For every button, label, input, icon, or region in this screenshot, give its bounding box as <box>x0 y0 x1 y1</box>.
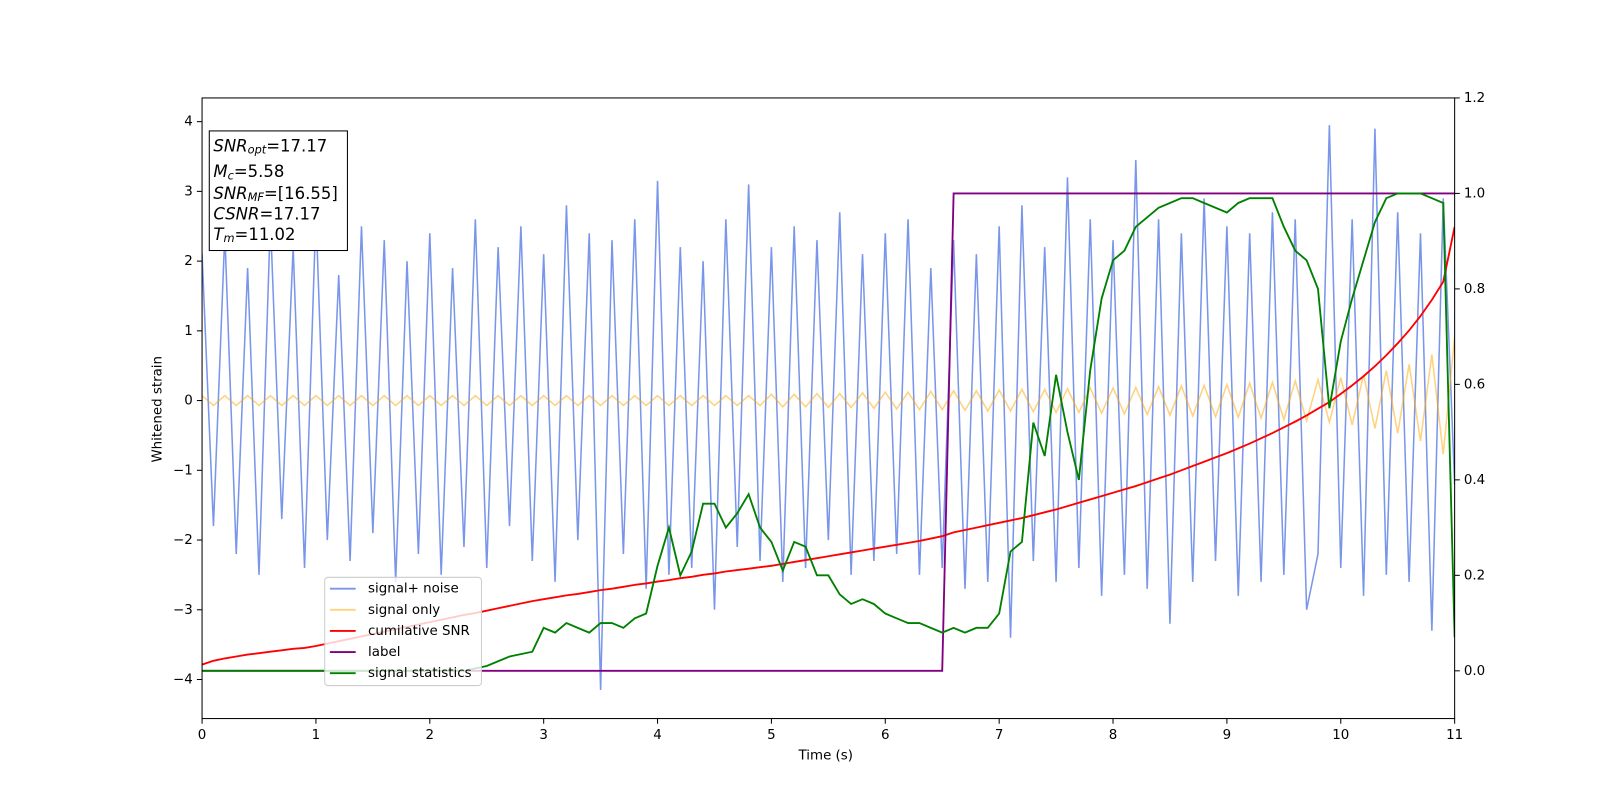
y-tick-label: −4 <box>173 673 193 688</box>
y-axis-label: Whitened strain <box>151 356 166 463</box>
series-line <box>202 125 1455 690</box>
y-tick-label: 2 <box>184 254 193 269</box>
legend-label: signal+ noise <box>368 582 459 597</box>
annotation-text: =11.02 <box>235 225 296 244</box>
annotation-symbol: CSNR <box>213 204 259 223</box>
y-tick-label: −3 <box>173 603 193 618</box>
y-tick-label: 1 <box>184 324 193 339</box>
x-tick-label: 10 <box>1332 728 1349 743</box>
x-tick-label: 3 <box>539 728 548 743</box>
annotation-subscript: m <box>223 231 234 245</box>
x-tick-label: 8 <box>1109 728 1118 743</box>
y2-tick-label: 0.6 <box>1464 377 1485 392</box>
annotation-symbol: SNR <box>213 136 247 155</box>
annotation-subscript: opt <box>248 143 267 157</box>
annotation: CSNR=17.17 <box>213 204 320 223</box>
annotation: SNRopt=17.17 <box>213 136 327 157</box>
annotation-symbol: M <box>213 162 227 181</box>
legend-label: signal statistics <box>368 666 472 681</box>
annotation-text: =17.17 <box>266 136 327 155</box>
y2-tick-label: 0.2 <box>1464 568 1485 583</box>
x-tick-label: 6 <box>881 728 890 743</box>
series-line <box>202 336 1455 455</box>
annotation-symbol: T <box>213 225 225 244</box>
legend-box <box>324 576 482 687</box>
y2-tick-label: 1.2 <box>1464 91 1485 106</box>
y-tick-label: 3 <box>184 184 193 199</box>
x-axis-label: Time (s) <box>798 749 853 764</box>
annotation-symbol: SNR <box>213 183 247 202</box>
y-tick-label: −2 <box>173 533 193 548</box>
y2-tick-label: 0.4 <box>1464 473 1485 488</box>
y-tick-label: −1 <box>173 463 193 478</box>
annotation-text: =17.17 <box>259 204 320 223</box>
annotation-text: =5.58 <box>234 162 285 181</box>
legend-label: signal only <box>368 603 440 618</box>
annotation-box <box>208 130 348 252</box>
legend-label: label <box>368 645 400 660</box>
annotation: Tm=11.02 <box>213 225 295 246</box>
annotation: SNRMF=[16.55] <box>213 183 337 204</box>
annotation-subscript: c <box>228 168 235 182</box>
plot-frame <box>201 97 1456 720</box>
annotation-text: =[16.55] <box>264 183 338 202</box>
y-tick-label: 0 <box>184 394 193 409</box>
x-tick-label: 0 <box>198 728 207 743</box>
x-tick-label: 4 <box>653 728 662 743</box>
y2-tick-label: 0.8 <box>1464 282 1485 297</box>
x-tick-label: 2 <box>426 728 435 743</box>
x-tick-label: 1 <box>312 728 321 743</box>
x-tick-label: 7 <box>995 728 1004 743</box>
x-tick-label: 9 <box>1223 728 1232 743</box>
y2-tick-label: 1.0 <box>1464 186 1485 201</box>
x-tick-label: 11 <box>1446 728 1463 743</box>
legend-label: cumilative SNR <box>368 624 470 639</box>
x-tick-label: 5 <box>767 728 776 743</box>
y-tick-label: 4 <box>184 115 193 130</box>
y2-tick-label: 0.0 <box>1464 664 1485 679</box>
annotation: Mc=5.58 <box>213 162 284 183</box>
annotation-subscript: MF <box>248 190 265 204</box>
